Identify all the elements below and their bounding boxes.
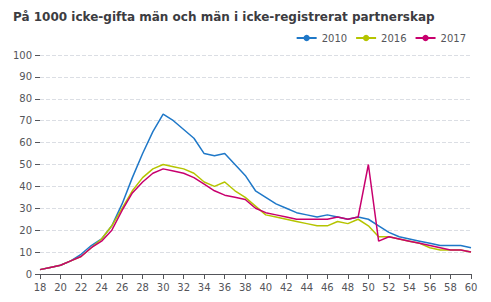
svg-text:20: 20 (54, 282, 67, 293)
svg-text:10: 10 (19, 247, 32, 258)
svg-text:40: 40 (259, 282, 272, 293)
svg-text:42: 42 (280, 282, 293, 293)
svg-text:36: 36 (218, 282, 231, 293)
svg-text:0: 0 (26, 269, 32, 280)
svg-text:30: 30 (157, 282, 170, 293)
svg-text:90: 90 (19, 71, 32, 82)
svg-text:18: 18 (34, 282, 47, 293)
svg-text:32: 32 (177, 282, 190, 293)
svg-text:70: 70 (19, 115, 32, 126)
svg-text:22: 22 (75, 282, 88, 293)
svg-text:26: 26 (116, 282, 129, 293)
svg-text:24: 24 (95, 282, 108, 293)
svg-text:50: 50 (19, 159, 32, 170)
svg-text:50: 50 (362, 282, 375, 293)
svg-text:56: 56 (424, 282, 437, 293)
svg-text:På 1000 icke-gifta män och män: På 1000 icke-gifta män och män i icke-re… (13, 10, 435, 24)
svg-text:2010: 2010 (322, 33, 347, 44)
svg-text:80: 80 (19, 93, 32, 104)
svg-text:38: 38 (239, 282, 252, 293)
svg-text:44: 44 (300, 282, 313, 293)
svg-text:60: 60 (465, 282, 478, 293)
svg-text:28: 28 (136, 282, 149, 293)
svg-text:34: 34 (198, 282, 211, 293)
svg-text:60: 60 (19, 137, 32, 148)
svg-text:46: 46 (321, 282, 334, 293)
svg-text:100: 100 (13, 50, 32, 61)
svg-text:48: 48 (341, 282, 354, 293)
svg-text:54: 54 (403, 282, 416, 293)
svg-text:58: 58 (444, 282, 457, 293)
svg-text:2017: 2017 (441, 33, 466, 44)
svg-text:52: 52 (383, 282, 396, 293)
svg-text:2016: 2016 (381, 33, 406, 44)
svg-text:20: 20 (19, 225, 32, 236)
svg-text:30: 30 (19, 203, 32, 214)
svg-text:40: 40 (19, 181, 32, 192)
